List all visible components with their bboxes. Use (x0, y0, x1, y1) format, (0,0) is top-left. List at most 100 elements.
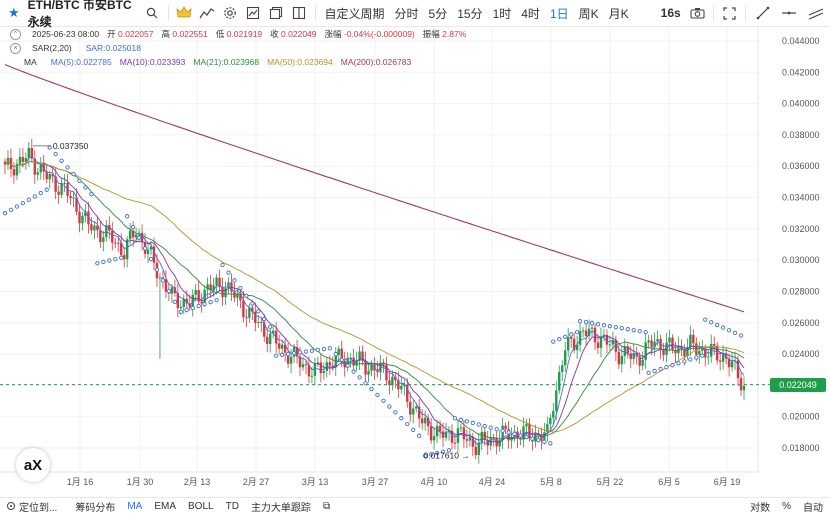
candle-body (564, 350, 567, 366)
indicator-icon[interactable] (196, 0, 219, 27)
brand-logo-icon: aX (16, 448, 50, 482)
candle-body (227, 282, 230, 289)
sar-dot (720, 325, 726, 330)
sar-dot (613, 325, 619, 330)
collapse-legend-icon[interactable]: ⌃ (10, 28, 21, 40)
sar-dot (500, 428, 505, 433)
layout-columns-icon[interactable] (288, 0, 311, 27)
tab-boll[interactable]: BOLL (188, 500, 214, 512)
candle-body (111, 230, 114, 243)
sar-dot (279, 352, 285, 357)
sar-dot (357, 375, 362, 380)
more-indicators-icon[interactable]: ⧉ (322, 500, 331, 512)
candle-body (102, 237, 105, 242)
ohlc-row: ⌃ 2025-06-23 08:00 开 0.022057 高 0.022551… (10, 27, 466, 41)
channel-tool-icon[interactable] (802, 0, 829, 27)
x-tick-label: 1月 16 (67, 477, 94, 487)
candle-body (587, 328, 591, 336)
sar-dot (563, 334, 568, 340)
auto-scale-toggle[interactable]: 自动 (803, 502, 823, 514)
sar-dot (652, 368, 657, 374)
tab-ema[interactable]: EMA (154, 500, 177, 512)
percent-scale-toggle[interactable]: % (782, 500, 791, 512)
sar-dot (107, 258, 112, 263)
candle-body (412, 408, 415, 415)
candle-body (340, 348, 343, 361)
sar-dot (256, 309, 261, 314)
interval-1h[interactable]: 1时 (492, 6, 512, 21)
candle-body (701, 348, 704, 351)
candle-body (33, 158, 36, 175)
sar-dot (589, 321, 595, 326)
candle-body (391, 376, 394, 385)
tab-chip-distribution[interactable]: 筹码分布 (75, 502, 116, 514)
candle-body (620, 356, 624, 365)
kline-chart[interactable]: 0.044000 0.042000 0.040000 0.038000 0.036000… (0, 27, 829, 497)
candle-body (182, 298, 185, 307)
sar-dot (631, 328, 636, 333)
refresh-timer[interactable]: 16s (660, 6, 681, 20)
locate-button[interactable]: 定位到... (0, 499, 63, 514)
symbol-title[interactable]: ETH/BTC 币安BTC永续 (27, 0, 132, 29)
candle-body (209, 284, 212, 291)
candle-body (221, 287, 224, 298)
chart-template-icon[interactable] (242, 0, 265, 27)
candle-body (626, 346, 629, 354)
sar-toggle-icon[interactable]: × (10, 42, 21, 54)
sar-dot (327, 346, 332, 351)
search-icon[interactable] (141, 0, 164, 27)
candle-body (343, 360, 346, 368)
candle-body (277, 343, 281, 349)
interval-custom[interactable]: 自定义周期 (324, 6, 385, 21)
candle-body (549, 417, 552, 425)
horizontal-line-tool-icon[interactable] (776, 0, 803, 27)
x-tick-label: 4月 10 (421, 477, 448, 487)
sar-dot (125, 214, 130, 219)
interval-1d[interactable]: 1日 (549, 6, 569, 21)
sar-dot (524, 434, 529, 440)
interval-month[interactable]: 月K (608, 6, 629, 21)
tab-td[interactable]: TD (225, 500, 239, 512)
interval-15m[interactable]: 15分 (457, 6, 483, 21)
sar-dot (208, 300, 213, 305)
candle-body (81, 215, 84, 224)
trendline-tool-icon[interactable] (749, 0, 776, 27)
copy-layout-icon[interactable] (265, 0, 288, 27)
tab-ma[interactable]: MA (127, 500, 143, 512)
crown-icon[interactable] (173, 0, 196, 27)
candle-body (644, 342, 647, 360)
sar-dot (95, 261, 100, 266)
sar-dot (732, 330, 738, 336)
sar-dot (214, 298, 219, 303)
fullscreen-icon[interactable] (718, 0, 741, 27)
candle-body (185, 298, 188, 304)
kline-chart-svg[interactable]: 0.044000 0.042000 0.040000 0.038000 0.036000… (0, 27, 829, 497)
interval-4h[interactable]: 4时 (521, 6, 540, 21)
candle-body (93, 225, 96, 231)
x-tick-label: 3月 27 (362, 477, 389, 487)
favorite-star-icon[interactable]: ★ (8, 5, 20, 20)
settings-gear-icon[interactable] (219, 0, 242, 27)
candle-body (426, 417, 430, 427)
sar-dot (557, 337, 562, 342)
sar-dot (184, 307, 189, 313)
candle-body (477, 442, 480, 456)
candle-body (99, 230, 102, 242)
sar-dot (405, 421, 410, 427)
sar-dot (601, 323, 607, 328)
candle-body (283, 344, 287, 353)
x-tick-label: 6月 19 (714, 477, 741, 487)
camera-icon[interactable] (686, 0, 709, 27)
sar-dot (333, 351, 338, 357)
interval-week[interactable]: 周K (578, 6, 599, 21)
candle-body (379, 362, 382, 373)
sar-dot (577, 319, 583, 324)
sar-dot (154, 267, 160, 272)
log-scale-toggle[interactable]: 对数 (750, 502, 771, 514)
interval-timeshare[interactable]: 分时 (394, 6, 419, 21)
tab-large-order-tracking[interactable]: 主力大单跟踪 (250, 502, 311, 514)
candle-body (552, 410, 555, 418)
candle-body (504, 425, 507, 430)
candle-body (707, 356, 710, 358)
interval-5m[interactable]: 5分 (428, 6, 448, 21)
